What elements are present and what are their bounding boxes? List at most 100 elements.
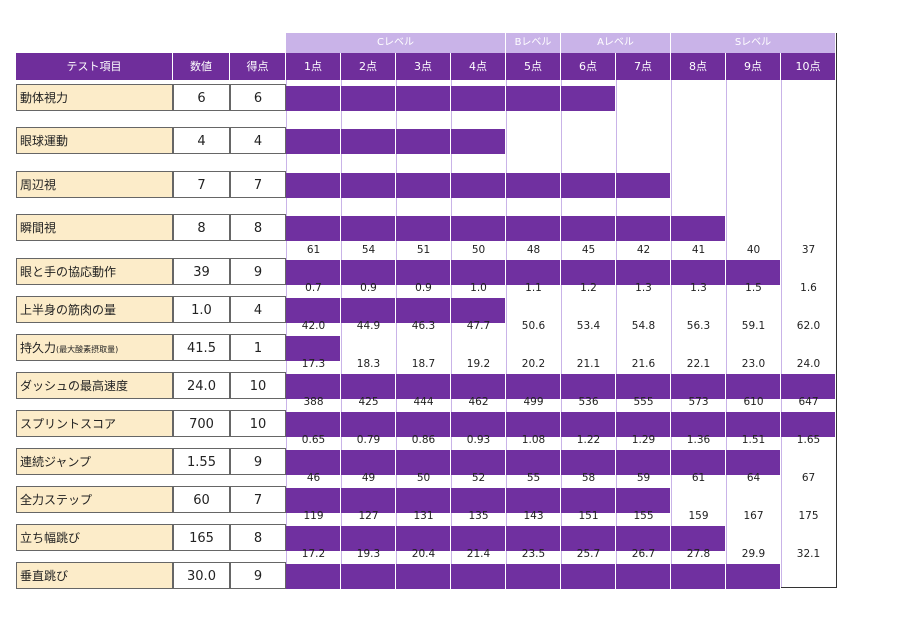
score-bar-segment <box>726 260 781 285</box>
column-header-point: 1点 <box>286 53 341 80</box>
column-header-item: テスト項目 <box>16 53 173 80</box>
threshold-label: 0.93 <box>466 434 491 446</box>
threshold-label: 21.1 <box>576 358 601 370</box>
measured-value: 24.0 <box>173 372 230 399</box>
score-bar-segment <box>451 86 506 111</box>
score-bar-segment <box>286 374 341 399</box>
score-bar-segment <box>726 374 781 399</box>
threshold-label: 23.0 <box>741 358 766 370</box>
score-bar-segment <box>616 412 671 437</box>
grid-line <box>671 33 672 587</box>
threshold-label: 573 <box>688 396 709 408</box>
threshold-label: 1.5 <box>745 282 762 294</box>
threshold-label: 62.0 <box>796 320 821 332</box>
grid-line <box>561 33 562 587</box>
score-value: 10 <box>230 410 286 437</box>
score-bar-segment <box>671 260 726 285</box>
threshold-label: 23.5 <box>521 548 546 560</box>
threshold-label: 45 <box>581 244 596 256</box>
score-bar-segment <box>286 450 341 475</box>
score-bar-segment <box>341 374 396 399</box>
test-item-label: ダッシュの最高速度 <box>20 379 129 393</box>
test-item-name: 持久力(最大酸素摂取量) <box>16 334 173 361</box>
score-bar-segment <box>616 260 671 285</box>
score-bar-segment <box>451 260 506 285</box>
column-header-value: 数値 <box>173 53 230 80</box>
score-bar-segment <box>616 450 671 475</box>
threshold-label: 37 <box>801 244 816 256</box>
column-header-point: 8点 <box>671 53 726 80</box>
score-bar-segment <box>561 564 616 589</box>
level-header: Cレベル <box>286 33 506 53</box>
threshold-label: 151 <box>578 510 599 522</box>
score-bar-segment <box>781 412 836 437</box>
score-value: 8 <box>230 524 286 551</box>
threshold-label: 0.79 <box>356 434 381 446</box>
threshold-label: 46.3 <box>411 320 436 332</box>
score-bar-segment <box>616 488 671 513</box>
threshold-label: 610 <box>743 396 764 408</box>
column-header-point: 6点 <box>561 53 616 80</box>
score-bar-segment <box>561 260 616 285</box>
threshold-label: 1.6 <box>800 282 817 294</box>
score-bar-segment <box>616 173 671 198</box>
threshold-label: 1.1 <box>525 282 542 294</box>
measured-value: 6 <box>173 84 230 111</box>
threshold-label: 67 <box>801 472 816 484</box>
test-item-name: 立ち幅跳び <box>16 524 173 551</box>
threshold-label: 21.4 <box>466 548 491 560</box>
score-bar-segment <box>451 216 506 241</box>
test-item-label: 瞬間視 <box>20 221 57 235</box>
score-bar-segment <box>341 526 396 551</box>
threshold-label: 58 <box>581 472 596 484</box>
score-bar-segment <box>396 216 451 241</box>
grid-line <box>726 33 727 587</box>
threshold-label: 22.1 <box>686 358 711 370</box>
measured-value: 4 <box>173 127 230 154</box>
threshold-label: 59.1 <box>741 320 766 332</box>
score-bar-segment <box>726 450 781 475</box>
score-bar-segment <box>506 450 561 475</box>
test-item-name: 全力ステップ <box>16 486 173 513</box>
score-bar-segment <box>561 86 616 111</box>
test-item-label: 全力ステップ <box>20 493 93 507</box>
score-bar-segment <box>726 412 781 437</box>
test-item-name: スプリントスコア <box>16 410 173 437</box>
threshold-label: 425 <box>358 396 379 408</box>
grid-line <box>616 33 617 587</box>
threshold-label: 50 <box>416 472 431 484</box>
score-bar-segment <box>451 564 506 589</box>
threshold-label: 19.2 <box>466 358 491 370</box>
score-bar-segment <box>341 260 396 285</box>
threshold-label: 127 <box>358 510 379 522</box>
score-bar-segment <box>671 412 726 437</box>
test-item-name: 動体視力 <box>16 84 173 111</box>
score-bar-segment <box>396 450 451 475</box>
threshold-label: 1.0 <box>470 282 487 294</box>
score-bar-segment <box>396 564 451 589</box>
column-header-point: 4点 <box>451 53 506 80</box>
chart-right-border <box>836 33 837 587</box>
test-item-label: 上半身の筋肉の量 <box>20 303 117 317</box>
measured-value: 7 <box>173 171 230 198</box>
test-item-label: 眼球運動 <box>20 134 69 148</box>
score-bar-segment <box>286 260 341 285</box>
score-value: 8 <box>230 214 286 241</box>
threshold-label: 64 <box>746 472 761 484</box>
score-value: 4 <box>230 296 286 323</box>
measured-value: 60 <box>173 486 230 513</box>
score-bar-segment <box>561 173 616 198</box>
level-header: Sレベル <box>671 33 836 53</box>
threshold-label: 1.51 <box>741 434 766 446</box>
score-bar-segment <box>671 216 726 241</box>
score-bar-segment <box>341 86 396 111</box>
grid-line <box>506 33 507 587</box>
threshold-label: 49 <box>361 472 376 484</box>
score-value: 9 <box>230 562 286 589</box>
score-bar-segment <box>726 564 781 589</box>
score-bar-segment <box>671 450 726 475</box>
threshold-label: 42.0 <box>301 320 326 332</box>
score-bar-segment <box>396 260 451 285</box>
threshold-label: 131 <box>413 510 434 522</box>
measured-value: 30.0 <box>173 562 230 589</box>
